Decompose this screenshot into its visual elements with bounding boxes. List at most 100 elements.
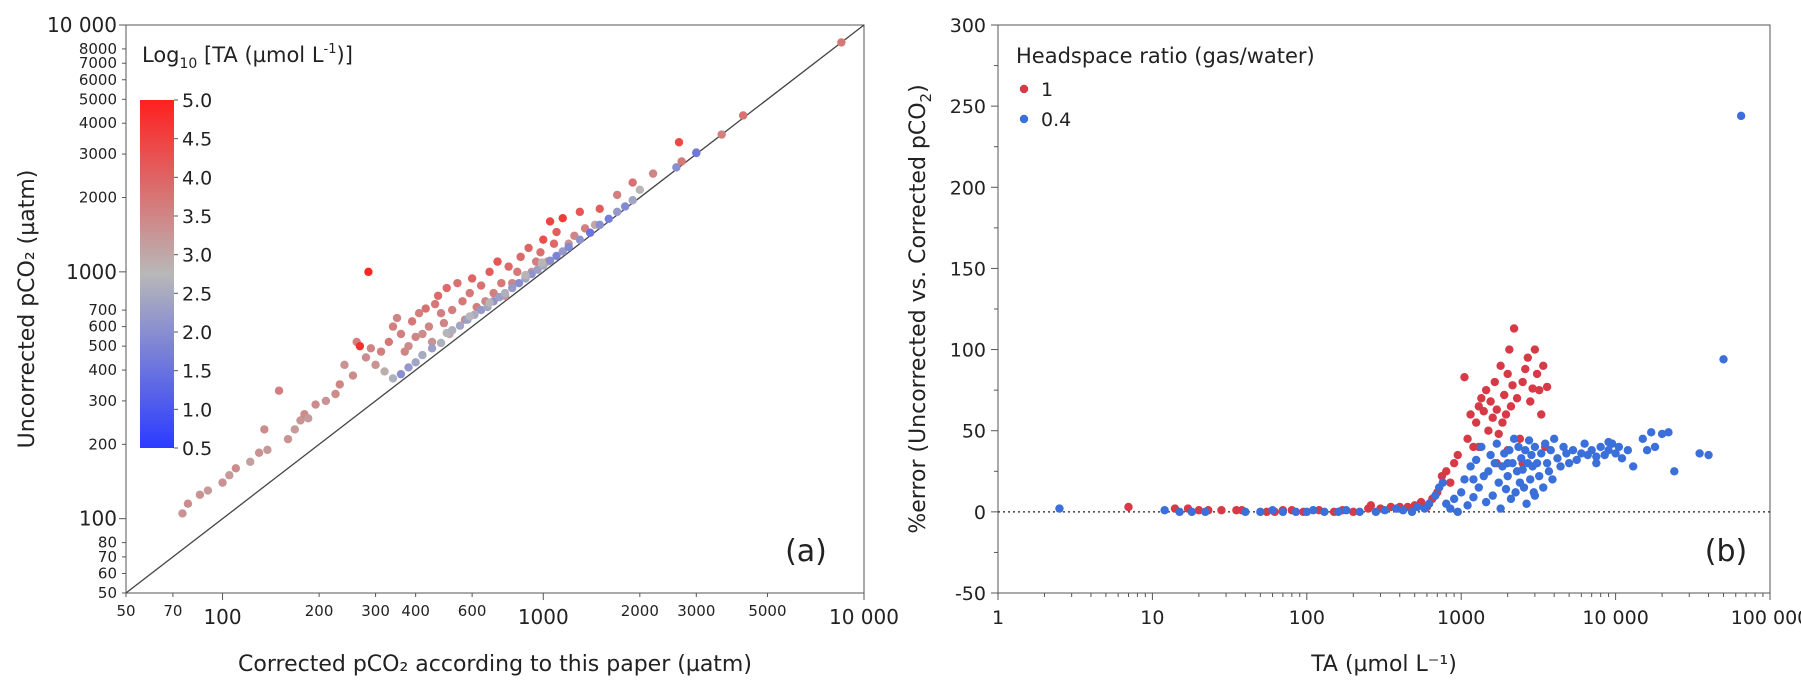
x-tick-label-b: 1000: [1437, 607, 1485, 629]
data-point-a: [195, 490, 205, 499]
data-point-b: [1670, 467, 1679, 476]
data-point-a: [407, 317, 417, 326]
data-point-b: [1638, 434, 1647, 444]
data-point-b: [1194, 506, 1204, 515]
data-point-a: [524, 243, 533, 253]
data-point-b: [1449, 458, 1459, 468]
legend-label: 1: [1041, 79, 1053, 101]
y-axis-title-a: Uncorrected pCO₂ (µatm): [15, 170, 40, 449]
data-point-b: [1446, 504, 1455, 513]
data-point-b: [1490, 458, 1499, 468]
data-point-a: [218, 478, 227, 487]
data-point-a: [411, 358, 420, 367]
x-tick-label-a: 3000: [677, 602, 715, 620]
colorbar-tick-label: 3.5: [182, 206, 212, 228]
data-point-a: [424, 322, 434, 331]
data-point-a: [500, 288, 510, 298]
data-point-a: [672, 163, 681, 172]
data-point-a: [436, 308, 446, 318]
data-point-a: [388, 374, 398, 383]
colorbar-title-part: Log: [142, 43, 180, 67]
colorbar-tick-label: 1.5: [182, 361, 212, 383]
data-point-b: [1592, 458, 1601, 468]
data-point-b: [1517, 454, 1526, 463]
data-point-b: [1320, 507, 1329, 517]
data-point-b: [1503, 369, 1512, 379]
identity-line: [125, 24, 865, 594]
data-point-a: [648, 169, 658, 178]
data-point-b: [1380, 506, 1389, 515]
data-point-a: [527, 269, 536, 279]
data-point-a: [485, 267, 494, 277]
y-tick-label-a: 5000: [79, 90, 117, 108]
y-tick-label-a: 70: [98, 548, 117, 566]
data-point-b: [1604, 437, 1613, 447]
data-point-b: [1564, 458, 1574, 468]
x-axis-title-b: TA (µmol L⁻¹): [1310, 652, 1457, 677]
x-tick-label-a: 5000: [748, 602, 786, 620]
data-point-b: [1492, 439, 1501, 448]
data-point-b: [1484, 467, 1493, 476]
data-point-b: [1187, 507, 1197, 517]
data-point-b: [1534, 471, 1544, 481]
data-point-a: [504, 262, 513, 271]
data-point-a: [254, 448, 264, 457]
y-tick-label-a: 4000: [79, 114, 117, 132]
data-point-b: [1580, 439, 1589, 448]
data-point-a: [183, 499, 193, 508]
data-point-b: [1532, 458, 1542, 468]
x-tick-label-b: 100 000: [1731, 607, 1801, 629]
x-tick-label-a: 70: [163, 602, 182, 620]
y-tick-label-a: 8000: [79, 40, 117, 58]
data-point-b: [1291, 507, 1301, 517]
y-tick-label-a: 700: [88, 301, 117, 319]
y-tick-label-a: 50: [98, 584, 117, 602]
data-point-a: [537, 258, 547, 267]
data-point-a: [427, 344, 437, 353]
data-point-b: [1537, 410, 1546, 419]
data-point-a: [485, 298, 494, 307]
y-tick-label-b: 50: [962, 421, 986, 443]
data-point-a: [290, 425, 300, 434]
data-point-b: [1577, 449, 1586, 458]
data-point-b: [1392, 504, 1401, 513]
data-point-b: [1559, 442, 1568, 452]
data-point-b: [1481, 385, 1491, 395]
data-point-b: [1334, 507, 1343, 517]
data-point-a: [620, 202, 630, 211]
data-point-b: [1521, 364, 1530, 374]
data-point-a: [418, 350, 427, 360]
data-point-a: [396, 369, 406, 379]
data-point-b: [1509, 434, 1519, 444]
colorbar-title-part: 10: [180, 56, 198, 72]
y-tick-label-a: 500: [88, 337, 117, 355]
data-point-b: [1442, 467, 1451, 476]
data-point-b: [1514, 442, 1523, 452]
data-point-b: [1477, 394, 1486, 403]
data-point-b: [1646, 428, 1656, 437]
data-point-b: [1460, 372, 1469, 382]
data-point-a: [392, 313, 402, 323]
data-point-b: [1521, 445, 1530, 455]
data-point-a: [595, 220, 604, 230]
y-tick-label-a: 100: [79, 507, 117, 531]
x-tick-label-a: 400: [401, 602, 430, 620]
data-point-a: [421, 304, 430, 313]
data-point-b: [1508, 381, 1517, 390]
panel-label-a: (a): [785, 534, 827, 569]
data-point-a: [507, 283, 517, 293]
data-point-a: [418, 329, 427, 339]
data-point-a: [388, 322, 398, 331]
data-point-a: [493, 257, 502, 266]
data-point-a: [260, 425, 269, 434]
data-point-a: [476, 305, 486, 315]
y-tick-label-a: 600: [88, 318, 117, 336]
data-point-b: [1527, 450, 1536, 460]
data-point-b: [1501, 410, 1511, 419]
data-point-a: [396, 329, 406, 339]
data-point-a: [516, 252, 525, 262]
data-point-a: [467, 274, 477, 283]
data-point-a: [340, 360, 349, 370]
data-point-b: [1562, 449, 1571, 458]
data-point-b: [1278, 507, 1288, 517]
